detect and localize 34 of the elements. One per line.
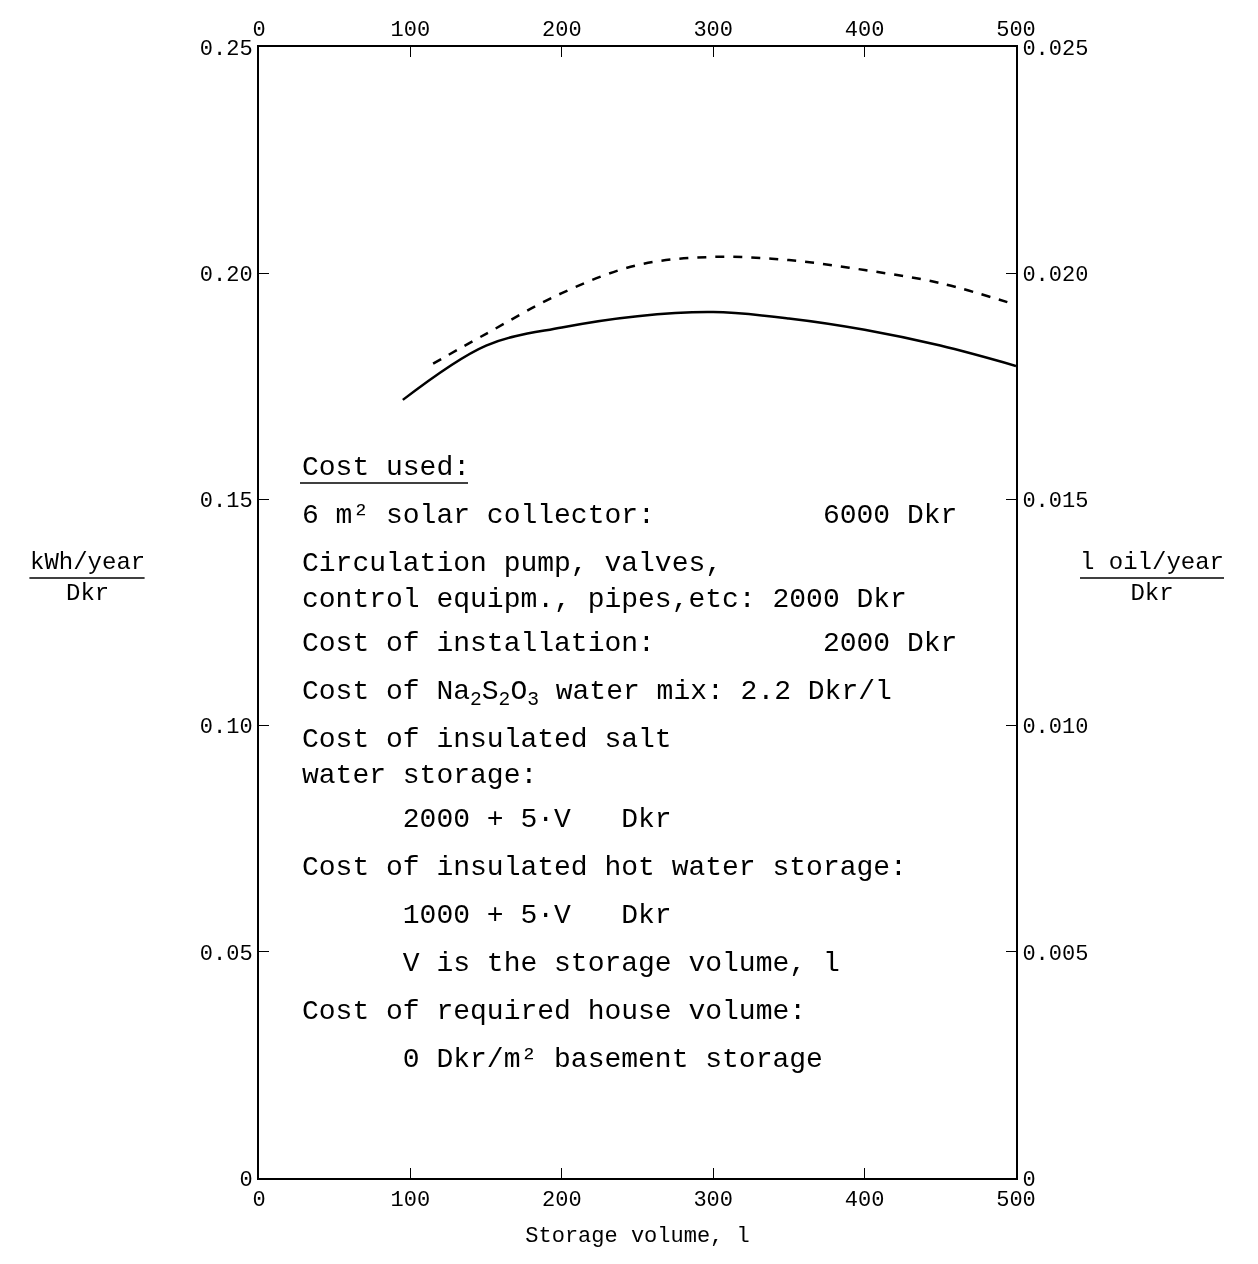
x-tick-label: 400 bbox=[844, 18, 885, 44]
y-tick-label: 0.20 bbox=[199, 262, 253, 288]
annotation: Cost of insulated salt water storage: bbox=[302, 724, 672, 792]
annotation: 1000 + 5·V Dkr bbox=[302, 900, 672, 931]
y-tick-label: 0.10 bbox=[199, 715, 253, 741]
y2-axis-title: l oil/year Dkr bbox=[1080, 549, 1225, 608]
x-tick-label: 100 bbox=[390, 18, 431, 44]
annotation: Cost of insulated hot water storage: bbox=[302, 852, 907, 883]
x-axis-title: Storage volume, l bbox=[525, 1223, 750, 1249]
y2-tick-label: 0.010 bbox=[1022, 715, 1089, 741]
annotation: 6 m² solar collector: 6000 Dkr bbox=[302, 500, 958, 531]
y2-tick-label: 0.020 bbox=[1022, 262, 1089, 288]
annotation: Cost of required house volume: bbox=[302, 996, 807, 1027]
x-tick-label: 300 bbox=[693, 18, 733, 44]
y-tick-label: 0.25 bbox=[199, 36, 253, 62]
annotation: Cost of Na$_{2}$S$_{2}$O$_{3}$ water mix: 2.2 Dkr/l bbox=[302, 676, 892, 711]
y-axis-title: kWh/year Dkr bbox=[30, 549, 146, 608]
annotation: 2000 + 5·V Dkr bbox=[302, 804, 672, 835]
x2-tick-label: 100 bbox=[390, 1188, 431, 1214]
annotation: Cost of installation: 2000 Dkr bbox=[302, 628, 958, 659]
y-tick-label: 0.15 bbox=[199, 489, 253, 515]
annotation: Cost used: bbox=[302, 452, 471, 483]
y-tick-label: 0 bbox=[239, 1167, 253, 1193]
annotation: 0 Dkr/m² basement storage bbox=[302, 1044, 823, 1075]
y-tick-label: 0.05 bbox=[199, 941, 253, 967]
x2-tick-label: 300 bbox=[693, 1188, 733, 1214]
x2-tick-label: 500 bbox=[996, 1188, 1036, 1214]
x2-tick-label: 200 bbox=[542, 1188, 582, 1214]
y2-tick-label: 0.005 bbox=[1022, 941, 1089, 967]
x2-tick-label: 400 bbox=[844, 1188, 885, 1214]
annotation: Circulation pump, valves, control equipm., pipes,etc: 2000 Dkr bbox=[302, 548, 907, 616]
annotation: V is the storage volume, l bbox=[302, 948, 840, 979]
x-tick-label: 200 bbox=[542, 18, 582, 44]
y2-tick-label: 0.015 bbox=[1022, 489, 1089, 515]
